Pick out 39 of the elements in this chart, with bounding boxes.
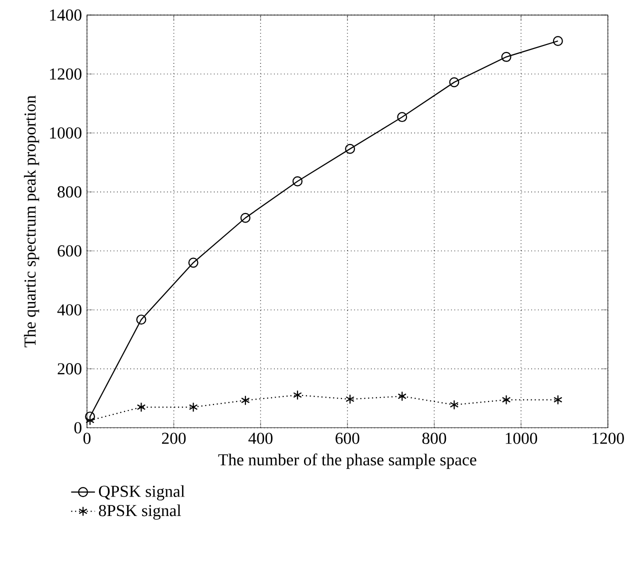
x-tick-label: 400	[248, 432, 272, 444]
point	[188, 258, 198, 268]
point	[240, 212, 250, 224]
x-tick-label: 1000	[506, 432, 538, 444]
x-tick-label: 800	[422, 432, 446, 444]
y-axis-title: The quartic spectrum peak proportion	[24, 96, 40, 348]
legend-label: 8PSK signal	[98, 504, 181, 520]
point	[136, 314, 146, 325]
point	[292, 176, 303, 186]
x-axis-title: The number of the phase sample space	[218, 454, 476, 469]
point	[554, 394, 562, 405]
point	[346, 394, 354, 404]
x-tick-label: 0	[83, 432, 91, 444]
x-tick-label: 200	[162, 432, 186, 444]
point	[502, 394, 511, 405]
x-tick-label: 1200	[592, 432, 624, 444]
point	[188, 402, 198, 412]
point	[398, 391, 407, 402]
point	[293, 390, 302, 400]
point	[552, 36, 563, 46]
y-tick-label: 0	[74, 422, 82, 434]
point	[449, 77, 460, 88]
y-tick-label: 1200	[50, 68, 82, 80]
y-tick-label: 200	[58, 363, 82, 375]
point	[397, 112, 408, 122]
point	[136, 402, 146, 412]
point	[86, 416, 94, 426]
y-tick-label: 1000	[50, 127, 82, 139]
point	[501, 52, 512, 62]
x-tick-label: 600	[336, 432, 360, 444]
y-tick-label: 800	[58, 186, 82, 198]
point	[450, 400, 459, 410]
y-tick-label: 600	[58, 245, 82, 257]
point	[345, 144, 356, 154]
point	[85, 412, 96, 422]
y-tick-label: 1400	[50, 10, 82, 21]
legend-label: QPSK signal	[98, 485, 185, 501]
y-tick-label: 400	[57, 304, 82, 316]
point	[241, 395, 250, 406]
